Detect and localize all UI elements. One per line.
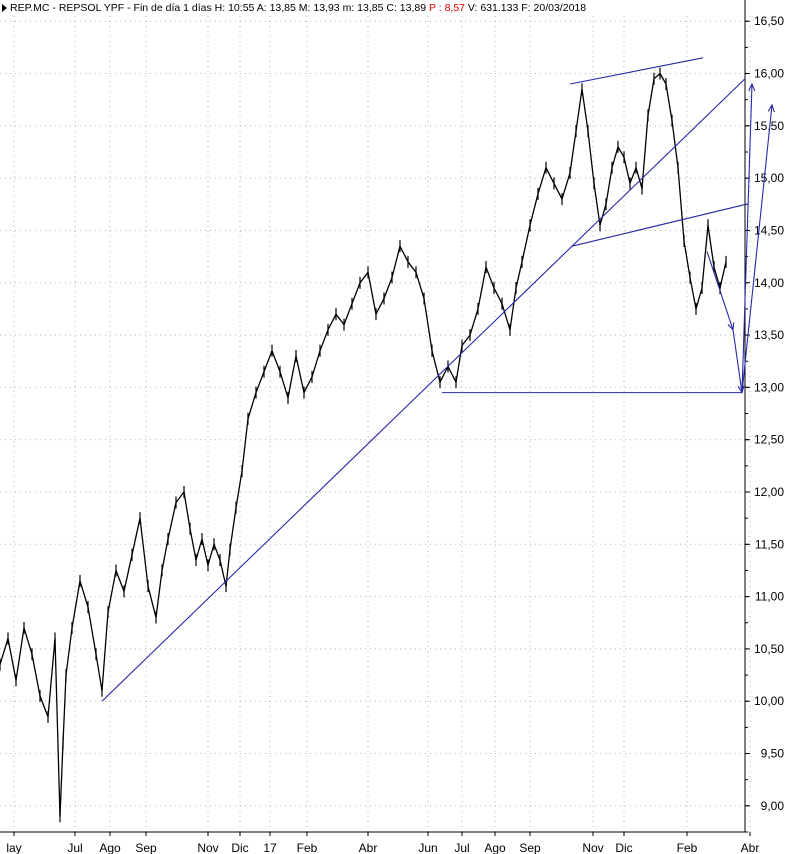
x-tick-label: Sep	[135, 841, 157, 854]
y-tick-label: 9,50	[761, 747, 785, 761]
header-close: 13,89	[399, 2, 427, 14]
y-tick-label: 14,50	[754, 223, 784, 237]
trendline	[571, 203, 747, 247]
header-close-label: C:	[386, 2, 397, 14]
x-tick-label: Ago	[484, 841, 506, 854]
trendline	[569, 57, 704, 85]
header-low-label: m:	[342, 2, 355, 14]
header-high-label: M:	[298, 2, 311, 14]
x-tick-label: Abr	[359, 841, 378, 854]
header-open: 13,85	[269, 2, 296, 14]
header-name: REPSOL YPF	[58, 2, 125, 14]
x-tick-label: Sep	[519, 841, 541, 854]
x-tick-label: Nov	[582, 841, 603, 854]
x-tick-label: Jul	[454, 841, 469, 854]
header-hour: 10:55	[228, 2, 255, 14]
x-tick-label: Nov	[197, 841, 218, 854]
header-low: 13,85	[357, 2, 384, 14]
header-pct: 8,57	[444, 2, 465, 14]
menu-arrow-icon[interactable]	[2, 4, 7, 13]
x-tick-label: 17	[263, 841, 277, 854]
y-tick-label: 16,00	[754, 67, 784, 81]
y-tick-label: 10,50	[754, 642, 784, 656]
header-period: Fin de día 1 días	[133, 2, 212, 14]
y-tick-label: 15,50	[754, 119, 784, 133]
y-tick-label: 11,00	[755, 590, 784, 604]
y-tick-label: 16,50	[754, 14, 784, 28]
x-tick-label: Abr	[741, 841, 760, 854]
projection-arrow	[741, 105, 772, 393]
x-tick-label: Dic	[615, 841, 632, 854]
projection-arrow	[741, 84, 752, 393]
y-tick-label: 12,00	[754, 485, 784, 499]
y-tick-label: 11,50	[755, 537, 784, 551]
header-open-label: A:	[256, 2, 267, 14]
y-tick-label: 14,00	[754, 276, 784, 290]
x-tick-label: Jul	[67, 841, 82, 854]
y-tick-label: 12,50	[754, 433, 784, 447]
x-tick-label: lay	[6, 841, 21, 854]
projection-arrow	[732, 329, 742, 393]
x-tick-label: Jun	[418, 841, 437, 854]
price-line	[0, 72, 727, 817]
x-tick-label: Feb	[677, 841, 698, 854]
y-tick-label: 9,00	[761, 799, 785, 813]
trendline	[101, 78, 746, 702]
header-date-label: F:	[521, 2, 531, 14]
y-tick-label: 10,00	[754, 694, 784, 708]
x-tick-label: Ago	[99, 841, 121, 854]
header-high: 13,93	[313, 2, 340, 14]
header-date: 20/03/2018	[533, 2, 587, 14]
chart-header: REP.MC - REPSOL YPF - Fin de día 1 días …	[0, 0, 745, 16]
projection-arrow	[706, 251, 733, 329]
header-pct-label: P :	[428, 2, 442, 14]
x-tick-label: Feb	[297, 841, 318, 854]
header-symbol: REP.MC	[10, 2, 50, 14]
y-tick-label: 13,00	[754, 380, 784, 394]
y-tick-label: 15,00	[754, 171, 784, 185]
header-volume-label: V:	[467, 2, 478, 14]
x-tick-label: Dic	[231, 841, 248, 854]
y-tick-label: 13,50	[754, 328, 784, 342]
header-hour-label: H:	[214, 2, 226, 14]
header-volume: 631.133	[480, 2, 519, 14]
